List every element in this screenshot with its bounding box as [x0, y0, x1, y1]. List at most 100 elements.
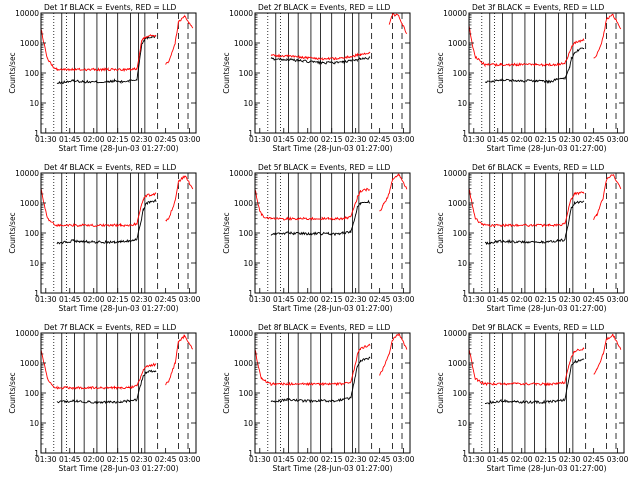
y-axis-label: Counts/sec [436, 52, 445, 93]
plot-frame [40, 172, 197, 294]
y-tick-label: 100 [239, 229, 254, 238]
y-tick-label: 1 [248, 449, 253, 458]
x-tick-label: 02:45 [583, 135, 605, 144]
series-events [270, 356, 371, 404]
panel-title: Det 7f BLACK = Events, RED = LLD [44, 323, 177, 332]
series-events [270, 199, 371, 236]
y-tick-label: 1 [462, 289, 467, 298]
series-lld [593, 333, 622, 375]
x-axis-label: Start Time (28-Jun-03 01:27:00) [487, 144, 607, 153]
plot-frame [468, 172, 625, 294]
x-tick-label: 02:45 [583, 455, 605, 464]
series-lld [254, 187, 371, 221]
y-tick-label: 100 [25, 229, 40, 238]
y-tick-label: 10000 [229, 169, 253, 178]
y-tick-label: 1000 [234, 39, 253, 48]
x-tick-label: 01:45 [59, 135, 81, 144]
y-tick-label: 1000 [234, 199, 253, 208]
x-tick-label: 02:30 [559, 455, 581, 464]
y-tick-label: 1000 [20, 39, 39, 48]
x-tick-label: 02:45 [369, 135, 391, 144]
y-tick-label: 10000 [443, 9, 467, 18]
x-axis-label: Start Time (28-Jun-03 01:27:00) [59, 304, 179, 313]
x-tick-label: 03:00 [393, 135, 415, 144]
x-axis-label: Start Time (28-Jun-03 01:27:00) [487, 464, 607, 473]
x-axis-label: Start Time (28-Jun-03 01:27:00) [487, 304, 607, 313]
series-lld [165, 334, 194, 386]
x-tick-label: 03:00 [393, 455, 415, 464]
x-tick-label: 02:00 [297, 135, 319, 144]
y-tick-label: 10 [29, 99, 39, 108]
panel-title: Det 4f BLACK = Events, RED = LLD [44, 163, 177, 172]
series-lld [40, 349, 157, 391]
x-tick-label: 02:00 [83, 295, 105, 304]
plot-frame [254, 332, 411, 454]
x-tick-label: 01:30 [463, 295, 485, 304]
series-lld [593, 13, 622, 59]
series-lld [165, 14, 194, 65]
y-tick-label: 1 [462, 129, 467, 138]
x-tick-label: 02:00 [511, 455, 533, 464]
x-axis-label: Start Time (28-Jun-03 01:27:00) [273, 304, 393, 313]
x-tick-label: 01:30 [463, 135, 485, 144]
x-tick-label: 02:30 [559, 135, 581, 144]
y-axis-label: Counts/sec [222, 52, 231, 93]
y-tick-label: 10000 [229, 329, 253, 338]
y-tick-label: 100 [239, 389, 254, 398]
series-events [484, 358, 585, 405]
x-tick-label: 02:30 [131, 295, 153, 304]
x-tick-label: 02:00 [511, 135, 533, 144]
x-tick-label: 02:15 [107, 455, 129, 464]
x-tick-label: 01:45 [273, 295, 295, 304]
x-tick-label: 02:15 [535, 295, 557, 304]
series-events [56, 34, 157, 85]
y-tick-label: 10 [457, 259, 467, 268]
y-axis-label: Counts/sec [8, 212, 17, 253]
x-tick-label: 02:30 [559, 295, 581, 304]
y-tick-label: 10000 [443, 329, 467, 338]
y-axis-label: Counts/sec [222, 372, 231, 413]
y-tick-label: 1000 [20, 359, 39, 368]
y-tick-label: 1 [34, 289, 39, 298]
y-tick-label: 1 [248, 289, 253, 298]
x-tick-label: 02:15 [107, 295, 129, 304]
x-axis-label: Start Time (28-Jun-03 01:27:00) [59, 144, 179, 153]
x-tick-label: 02:15 [321, 455, 343, 464]
x-tick-label: 02:00 [511, 295, 533, 304]
x-tick-label: 01:30 [35, 135, 57, 144]
y-tick-label: 10 [457, 99, 467, 108]
x-tick-label: 01:45 [487, 295, 509, 304]
panel-8: Det 8f BLACK = Events, RED = LLD 1 10 100 10… [222, 323, 415, 473]
x-tick-label: 02:15 [535, 135, 557, 144]
x-axis-label: Start Time (28-Jun-03 01:27:00) [59, 464, 179, 473]
x-tick-label: 03:00 [179, 455, 201, 464]
y-tick-label: 10000 [229, 9, 253, 18]
panel-title: Det 3f BLACK = Events, RED = LLD [472, 3, 605, 12]
y-tick-label: 100 [25, 389, 40, 398]
y-tick-label: 1000 [448, 199, 467, 208]
panel-6: Det 6f BLACK = Events, RED = LLD 1 10 100 10… [436, 163, 629, 313]
series-events [484, 47, 585, 84]
y-tick-label: 1000 [20, 199, 39, 208]
panel-1: Det 1f BLACK = Events, RED = LLD 1 10 100 10… [8, 3, 201, 153]
series-lld [468, 25, 585, 68]
plot-frame [40, 12, 197, 134]
y-tick-label: 10 [243, 99, 253, 108]
x-tick-label: 02:45 [369, 455, 391, 464]
panel-title: Det 8f BLACK = Events, RED = LLD [258, 323, 391, 332]
x-axis-label: Start Time (28-Jun-03 01:27:00) [273, 144, 393, 153]
x-tick-label: 03:00 [179, 135, 201, 144]
x-tick-label: 02:45 [583, 295, 605, 304]
y-axis-label: Counts/sec [8, 372, 17, 413]
y-axis-label: Counts/sec [8, 52, 17, 93]
x-tick-label: 01:30 [35, 455, 57, 464]
panel-5: Det 5f BLACK = Events, RED = LLD 1 10 100 10… [222, 163, 415, 313]
x-tick-label: 02:15 [321, 295, 343, 304]
x-tick-label: 02:00 [297, 295, 319, 304]
plot-frame [40, 332, 197, 454]
x-tick-label: 02:15 [535, 455, 557, 464]
x-tick-label: 01:30 [249, 135, 271, 144]
y-tick-label: 10000 [443, 169, 467, 178]
x-tick-label: 01:45 [59, 455, 81, 464]
y-axis-label: Counts/sec [436, 372, 445, 413]
